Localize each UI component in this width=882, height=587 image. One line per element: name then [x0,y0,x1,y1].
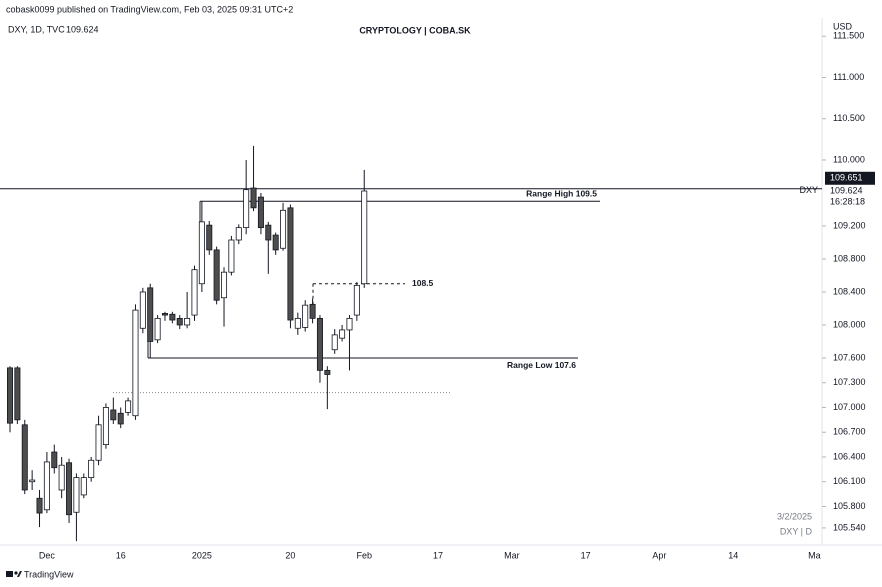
candle-body [257,196,264,229]
candle-body [66,462,73,516]
candle-body [73,477,80,513]
x-tick-label: 14 [728,550,738,560]
x-tick-label: Feb [356,550,372,560]
logo [6,571,22,577]
candle-body [21,424,28,491]
candle-body [184,317,191,326]
x-tick-label: Dec [39,550,56,560]
y-tick-label: 108.000 [833,319,866,329]
candle-body [110,409,117,421]
chart-title: CRYPTOLOGY | COBA.SK [359,25,471,35]
candle-body [280,209,287,249]
candle-body [361,190,368,285]
symbol-info: DXY, 1D, TVC [8,24,65,34]
level-label: 108.5 [412,278,434,288]
candle-body [132,309,139,417]
candle-body [80,477,87,496]
y-tick-label: 105.540 [833,522,866,532]
level-label: Range Low 107.6 [507,360,576,370]
candle-body [88,459,95,478]
y-tick-label: 109.200 [833,220,866,230]
candle-body [198,221,205,285]
y-tick-label: 107.600 [833,352,866,362]
watermark-date: 3/2/2025 [777,511,812,521]
candle-body [51,451,58,469]
y-tick-label: 110.500 [833,113,865,123]
countdown: 16:28:18 [830,196,865,206]
watermark-symbol: DXY | D [780,526,813,536]
candle-body [339,329,346,339]
candle-body [95,424,102,461]
last-price: 109.624 [66,24,99,34]
candle-body [154,317,161,341]
candle-body [14,367,21,421]
candle-body [221,271,228,299]
candle-body [147,287,154,342]
candle-body [169,313,176,321]
level-label: Range High 109.5 [526,188,597,198]
y-tick-label: 106.400 [833,451,866,461]
candle-body [139,291,146,329]
candle-body [302,304,309,328]
candle-body [43,461,50,511]
publisher: cobask0099 published on TradingView.com,… [6,4,293,14]
candle-body [287,207,294,321]
candle-body [7,367,13,424]
y-tick-label: 107.300 [833,377,866,387]
y-tick-label: 106.100 [833,476,866,486]
y-tick-label: 107.000 [833,402,866,412]
candle-body [176,317,183,326]
candle-body [58,464,65,491]
candle-body [353,284,360,316]
x-tick-label: 17 [581,550,591,560]
x-tick-label: Ma [808,550,821,560]
candle-body [272,234,279,251]
last-close-label: 109.624 [830,185,863,195]
candle-body [125,400,132,413]
candle-body [265,224,272,241]
plot: Dec 16 2025 20 Feb 17 Mar 17 Apr 14 Ma Range High 1… [0,145,822,560]
candle-body [117,412,124,425]
y-tick-label: 108.400 [833,286,866,296]
candle-body [324,369,331,375]
candle-body [29,479,36,483]
y-tick-label: 111.000 [833,72,864,82]
candle-body [102,407,109,445]
price-box [825,171,875,185]
candle-body [36,497,43,514]
y-tick-label: 105.800 [833,501,866,511]
candle-body [235,227,242,241]
y-tick-label: 108.800 [833,253,866,263]
x-tick-label: 2025 [192,550,212,560]
candle-body [161,313,168,316]
x-tick-label: 17 [433,550,443,560]
candle-body [213,249,220,301]
x-tick-label: 16 [116,550,126,560]
candle-body [228,239,235,273]
y-tick-label: 110.000 [833,154,865,164]
x-tick-label: 20 [285,550,295,560]
candle-body [250,187,257,209]
footer-brand: TradingView [24,569,74,579]
candle-body [316,317,323,371]
candle-body [309,303,316,319]
price-box-label: 109.651 [830,173,863,183]
candle-body [346,317,353,331]
candle-body [294,317,301,329]
x-tick-label: Mar [504,550,520,560]
candle-body [331,334,338,351]
x-tick-label: Apr [652,550,666,560]
candle-body [191,269,198,316]
price-line-symbol: DXY [799,185,818,195]
candle-body [206,224,213,251]
y-tick-label: 106.700 [833,427,866,437]
candle-body [243,189,250,229]
y-tick-label: 111.500 [833,31,864,41]
currency: USD [833,21,853,31]
